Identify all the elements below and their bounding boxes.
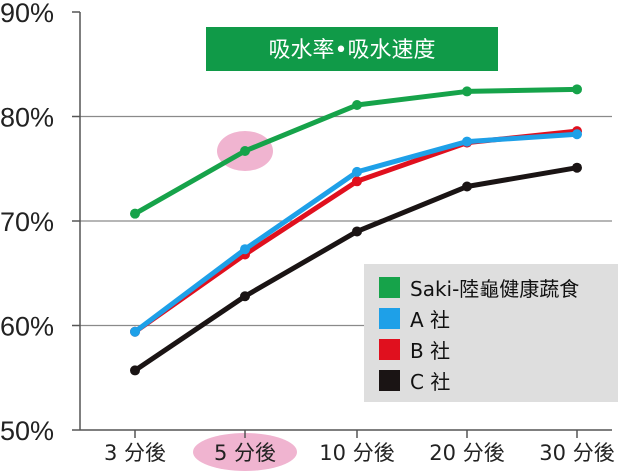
legend-swatch — [379, 308, 400, 329]
data-point — [130, 326, 140, 337]
legend-box — [364, 264, 618, 402]
y-tick-label: 70% — [0, 207, 54, 237]
data-point — [240, 291, 250, 302]
chart-title: 吸水率•吸水速度 — [269, 38, 436, 63]
data-point — [462, 181, 472, 192]
x-tick-label: 30 分後 — [539, 441, 614, 465]
y-tick-label: 60% — [0, 312, 54, 342]
y-tick-label: 80% — [0, 103, 54, 133]
data-point — [462, 136, 472, 147]
data-point — [240, 244, 250, 255]
highlight-label-ellipse — [193, 433, 297, 471]
data-point — [130, 208, 140, 219]
legend-label: C 社 — [410, 370, 450, 394]
legend-label: A 社 — [410, 308, 450, 332]
data-point — [352, 100, 362, 111]
data-point — [130, 365, 140, 376]
data-point — [352, 166, 362, 177]
y-tick-label: 50% — [0, 416, 54, 446]
data-point — [240, 145, 250, 156]
legend-swatch — [379, 339, 400, 360]
legend-label: Saki-陸龜健康蔬食 — [410, 277, 579, 301]
x-tick-label: 5 分後 — [214, 441, 276, 465]
x-tick-label: 10 分後 — [319, 441, 394, 465]
data-point — [572, 162, 582, 173]
y-tick-label: 90% — [0, 0, 54, 28]
x-tick-label: 20 分後 — [429, 441, 504, 465]
data-point — [352, 176, 362, 187]
x-tick-label: 3 分後 — [104, 441, 166, 465]
legend-swatch — [379, 277, 400, 298]
legend-swatch — [379, 370, 400, 391]
data-point — [462, 86, 472, 97]
legend-label: B 社 — [410, 339, 450, 363]
data-point — [572, 129, 582, 140]
data-point — [572, 84, 582, 95]
data-point — [352, 226, 362, 237]
chart-title-background — [206, 27, 498, 71]
